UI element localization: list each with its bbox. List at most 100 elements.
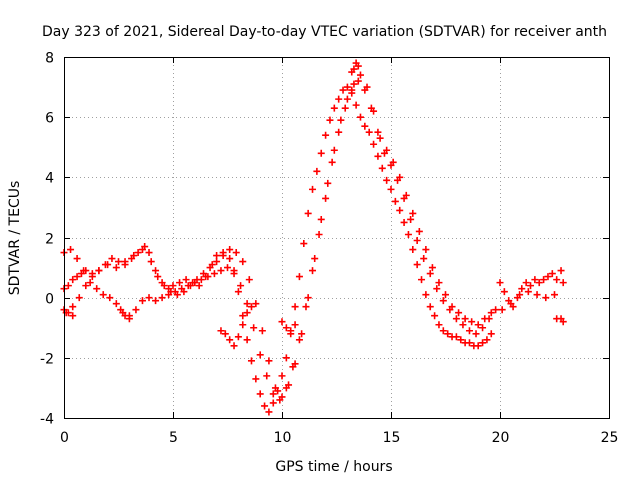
data-point: [348, 68, 356, 76]
data-point: [256, 351, 264, 359]
data-point: [370, 140, 378, 148]
data-point: [287, 327, 295, 335]
data-point: [309, 185, 317, 193]
data-point: [269, 399, 277, 407]
data-point: [315, 230, 323, 238]
data-point: [343, 95, 351, 103]
data-point: [250, 324, 258, 332]
data-point: [128, 255, 136, 263]
data-point: [112, 300, 120, 308]
data-point: [496, 279, 504, 287]
data-point: [204, 273, 212, 281]
data-point: [147, 258, 155, 266]
data-point: [160, 282, 168, 290]
data-point: [383, 176, 391, 184]
data-point: [141, 243, 149, 251]
data-point: [356, 113, 364, 121]
data-point: [239, 258, 247, 266]
data-point: [474, 342, 482, 350]
data-point: [73, 273, 81, 281]
data-point: [426, 270, 434, 278]
data-point: [391, 197, 399, 205]
data-point: [415, 227, 423, 235]
data-point: [444, 330, 452, 338]
data-point: [258, 327, 266, 335]
data-point: [282, 354, 290, 362]
data-point: [374, 128, 382, 136]
data-point: [101, 261, 109, 269]
data-point: [544, 273, 552, 281]
data-point: [75, 294, 83, 302]
data-point: [239, 312, 247, 320]
series-trace-b: [60, 77, 500, 404]
data-point: [263, 372, 271, 380]
data-point: [300, 240, 308, 248]
data-point: [234, 333, 242, 341]
data-point: [330, 146, 338, 154]
data-point: [431, 312, 439, 320]
axis-ticks: [64, 57, 610, 419]
data-point: [400, 218, 408, 226]
x-tick-label: 5: [169, 430, 178, 446]
data-point: [522, 279, 530, 287]
data-point: [247, 303, 255, 311]
y-tick-label: 2: [45, 232, 54, 248]
data-point: [322, 194, 330, 202]
data-point: [302, 303, 310, 311]
data-points: [60, 59, 567, 416]
data-point: [138, 297, 146, 305]
axis-tick-labels: 0 5 10 15 20 25 -4 -2 0 2 4 6 8: [40, 51, 618, 447]
data-point: [206, 264, 214, 272]
data-point: [487, 309, 495, 317]
data-point: [278, 318, 286, 326]
data-point: [195, 282, 203, 290]
x-tick-label: 0: [60, 430, 69, 446]
data-point: [200, 270, 208, 278]
y-tick-label: -4: [40, 412, 54, 428]
data-point: [234, 288, 242, 296]
series-late-cluster: [496, 267, 567, 326]
data-point: [245, 276, 253, 284]
data-point: [73, 255, 81, 263]
data-point: [492, 306, 500, 314]
data-point: [457, 336, 465, 344]
data-point: [542, 294, 550, 302]
data-point: [533, 291, 541, 299]
data-point: [531, 276, 539, 284]
data-point: [461, 315, 469, 323]
data-point: [158, 294, 166, 302]
data-point: [328, 158, 336, 166]
data-point: [132, 306, 140, 314]
data-point: [498, 306, 506, 314]
data-point: [285, 381, 293, 389]
data-point: [247, 357, 255, 365]
x-tick-label: 20: [492, 430, 510, 446]
data-point: [69, 312, 77, 320]
data-point: [213, 252, 221, 260]
data-point: [559, 279, 567, 287]
data-point: [295, 273, 303, 281]
data-point: [396, 173, 404, 181]
data-point: [64, 309, 72, 317]
data-point: [243, 309, 251, 317]
data-point: [413, 261, 421, 269]
data-point: [180, 288, 188, 296]
data-point: [217, 327, 225, 335]
data-point: [237, 282, 245, 290]
data-point: [439, 327, 447, 335]
data-point: [298, 330, 306, 338]
data-point: [409, 209, 417, 217]
data-point: [383, 146, 391, 154]
data-point: [291, 321, 299, 329]
data-point: [479, 339, 487, 347]
data-point: [95, 267, 103, 275]
data-point: [326, 116, 334, 124]
data-point: [230, 270, 238, 278]
data-point: [548, 270, 556, 278]
data-point: [69, 303, 77, 311]
data-point: [487, 330, 495, 338]
data-point: [226, 336, 234, 344]
data-point: [551, 291, 558, 299]
data-point: [121, 261, 129, 269]
